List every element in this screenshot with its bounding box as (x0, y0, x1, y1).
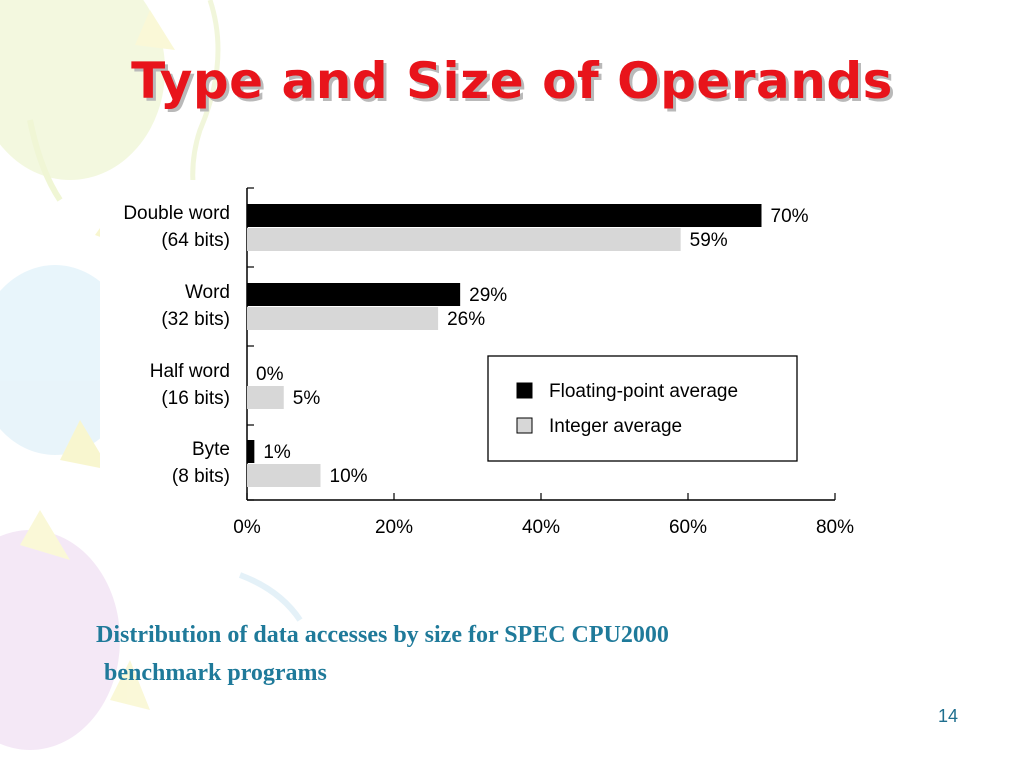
bar-integer (247, 386, 284, 409)
category-label: Byte (192, 439, 230, 460)
bar-chart: 0% 20% 40% 60% 80% Double word (64 bits) Word (3… (123, 187, 854, 538)
category-label: (64 bits) (161, 230, 230, 251)
category-label: (32 bits) (161, 309, 230, 330)
bar-value-label: 5% (293, 388, 321, 409)
slide-title: Type and Size of Operands (131, 52, 893, 110)
bar-floating-point (247, 204, 762, 227)
category-label: (16 bits) (161, 388, 230, 409)
bar-integer (247, 464, 321, 487)
bar-integer (247, 228, 681, 251)
bar-value-label: 10% (330, 466, 368, 487)
category-label: (8 bits) (172, 466, 230, 487)
bar-floating-point (247, 440, 255, 463)
legend-swatch (516, 417, 533, 434)
bar-value-label: 59% (690, 230, 728, 251)
legend-label: Integer average (549, 416, 682, 437)
legend-label: Floating-point average (549, 381, 738, 402)
page-number: 14 (938, 706, 959, 726)
category-label: Double word (123, 203, 230, 224)
x-tick-label: 60% (669, 517, 707, 538)
category-label: Word (185, 282, 230, 303)
chart-caption: Distribution of data accesses by size fo… (96, 616, 916, 692)
legend-swatch (516, 382, 533, 399)
bar-floating-point (247, 283, 461, 306)
bar-value-label: 26% (447, 309, 485, 330)
x-tick-label: 40% (522, 517, 560, 538)
x-tick-label: 80% (816, 517, 854, 538)
legend-box (487, 355, 798, 462)
bar-value-label: 0% (256, 364, 284, 385)
x-tick-label: 0% (233, 517, 261, 538)
category-label: Half word (150, 361, 230, 382)
bar-integer (247, 307, 439, 330)
bar-value-label: 29% (469, 285, 507, 306)
caption-line-1: Distribution of data accesses by size fo… (96, 622, 669, 648)
x-tick-label: 20% (375, 517, 413, 538)
caption-line-2: benchmark programs (104, 660, 327, 686)
bar-value-label: 1% (263, 442, 291, 463)
bar-value-label: 70% (771, 206, 809, 227)
